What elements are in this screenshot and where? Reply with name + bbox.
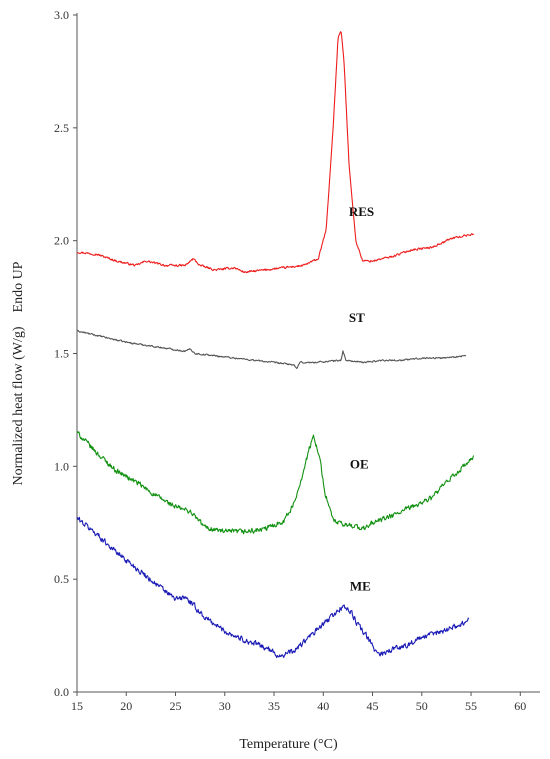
series-res-line: [76, 31, 475, 274]
x-tick-label: 20: [120, 699, 132, 713]
y-tick-label: 3.0: [54, 8, 69, 22]
x-tick-label: 15: [71, 699, 83, 713]
x-tick-label: 35: [268, 699, 280, 713]
x-tick-label: 30: [219, 699, 231, 713]
series-label-oe: OE: [350, 457, 369, 472]
series-group: [76, 31, 475, 659]
y-tick-label: 2.0: [54, 234, 69, 248]
y-tick-label: 1.0: [54, 459, 69, 473]
x-tick-label: 45: [367, 699, 379, 713]
x-tick-label: 50: [416, 699, 428, 713]
y-tick-label: 0.5: [54, 572, 69, 586]
y-ticks: 0.0 0.5 1.0 1.5 2.0 2.5 3.0: [54, 8, 77, 699]
series-st-line: [76, 329, 467, 370]
series-oe-line: [76, 431, 475, 535]
series-labels: RES ST OE ME: [349, 204, 374, 594]
x-tick-label: 60: [514, 699, 526, 713]
x-ticks: 15 20 25 30 35 40 45 50 55 60: [71, 692, 526, 713]
series-me-line: [76, 516, 470, 659]
x-tick-label: 25: [170, 699, 182, 713]
axes: [76, 13, 540, 693]
x-tick-label: 55: [465, 699, 477, 713]
series-label-res: RES: [349, 204, 374, 219]
series-label-st: ST: [349, 310, 365, 325]
x-tick-label: 40: [317, 699, 329, 713]
y-axis-title: Normalized heat flow (W/g) Endo UP: [11, 261, 26, 485]
y-tick-label: 2.5: [54, 121, 69, 135]
y-tick-label: 1.5: [54, 347, 69, 361]
y-tick-label: 0.0: [54, 685, 69, 699]
series-label-me: ME: [350, 578, 371, 593]
x-axis-title: Temperature (°C): [239, 737, 338, 752]
